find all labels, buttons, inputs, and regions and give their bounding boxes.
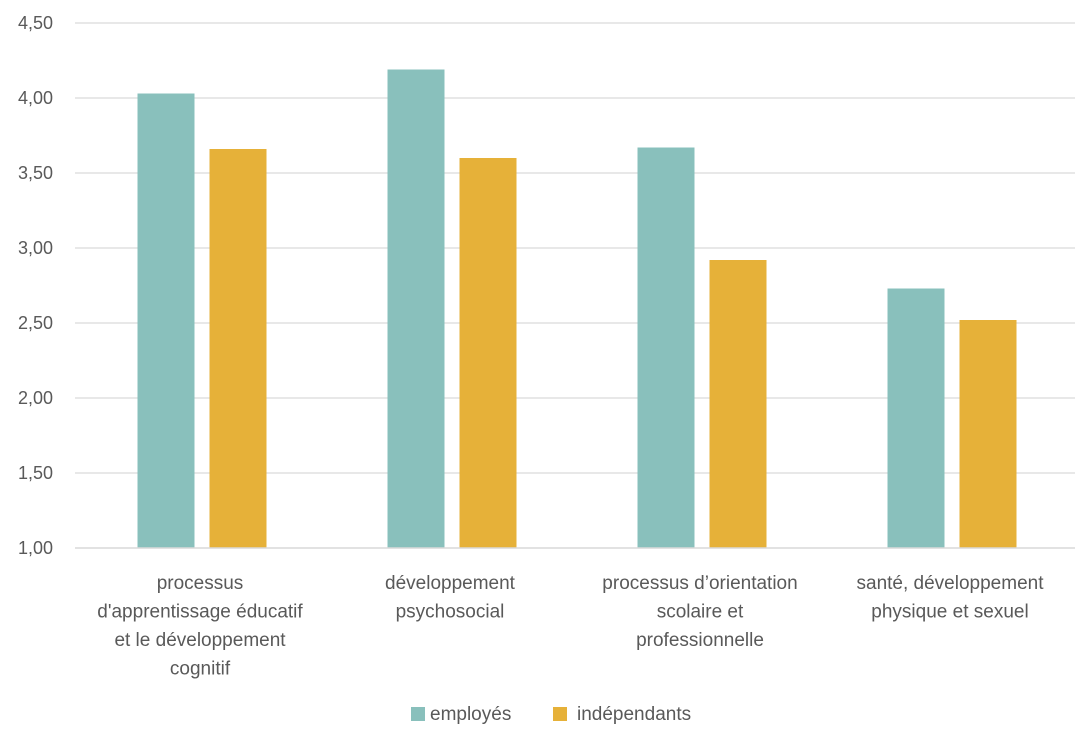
x-axis-category-labels: processus d'apprentissage éducatif et le d… — [97, 573, 1044, 680]
legend-item-series-1[interactable]: employés — [411, 704, 511, 725]
y-tick-label: 3,50 — [18, 163, 53, 183]
x-category-label: et le développement — [114, 630, 286, 651]
legend[interactable]: employés indépendants — [411, 704, 691, 725]
legend-item-series-2[interactable]: indépendants — [553, 704, 691, 725]
y-tick-label: 1,00 — [18, 538, 53, 558]
x-category-label: scolaire et — [657, 602, 744, 623]
bar-series-1 — [887, 288, 945, 548]
x-category-label: cognitif — [170, 659, 231, 680]
y-tick-label: 4,50 — [18, 13, 53, 33]
bar-series-1 — [387, 69, 445, 548]
x-category-label: processus — [157, 573, 244, 594]
x-category-label: développement — [385, 573, 516, 594]
y-tick-label: 3,00 — [18, 238, 53, 258]
legend-label: indépendants — [577, 704, 691, 725]
bar-series-1 — [637, 147, 695, 548]
legend-swatch — [553, 707, 567, 721]
x-category-label: processus d’orientation — [602, 573, 797, 594]
bar-series-1 — [137, 93, 195, 548]
legend-swatch — [411, 707, 425, 721]
bars — [137, 69, 1017, 548]
x-category-label: professionnelle — [636, 630, 764, 651]
x-category-label: physique et sexuel — [871, 602, 1028, 623]
bar-series-2 — [459, 158, 517, 548]
bar-series-2 — [209, 149, 267, 548]
x-category-label: psychosocial — [396, 602, 505, 623]
bar-series-2 — [709, 260, 767, 548]
x-category-label: d'apprentissage éducatif — [97, 602, 303, 623]
bar-series-2 — [959, 320, 1017, 548]
y-axis-tick-labels: 1,00 1,50 2,00 2,50 3,00 3,50 4,00 4,50 — [18, 13, 53, 558]
x-category-label: santé, développement — [857, 573, 1045, 594]
y-tick-label: 2,00 — [18, 388, 53, 408]
y-tick-label: 4,00 — [18, 88, 53, 108]
y-tick-label: 2,50 — [18, 313, 53, 333]
legend-label: employés — [430, 704, 511, 725]
y-tick-label: 1,50 — [18, 463, 53, 483]
